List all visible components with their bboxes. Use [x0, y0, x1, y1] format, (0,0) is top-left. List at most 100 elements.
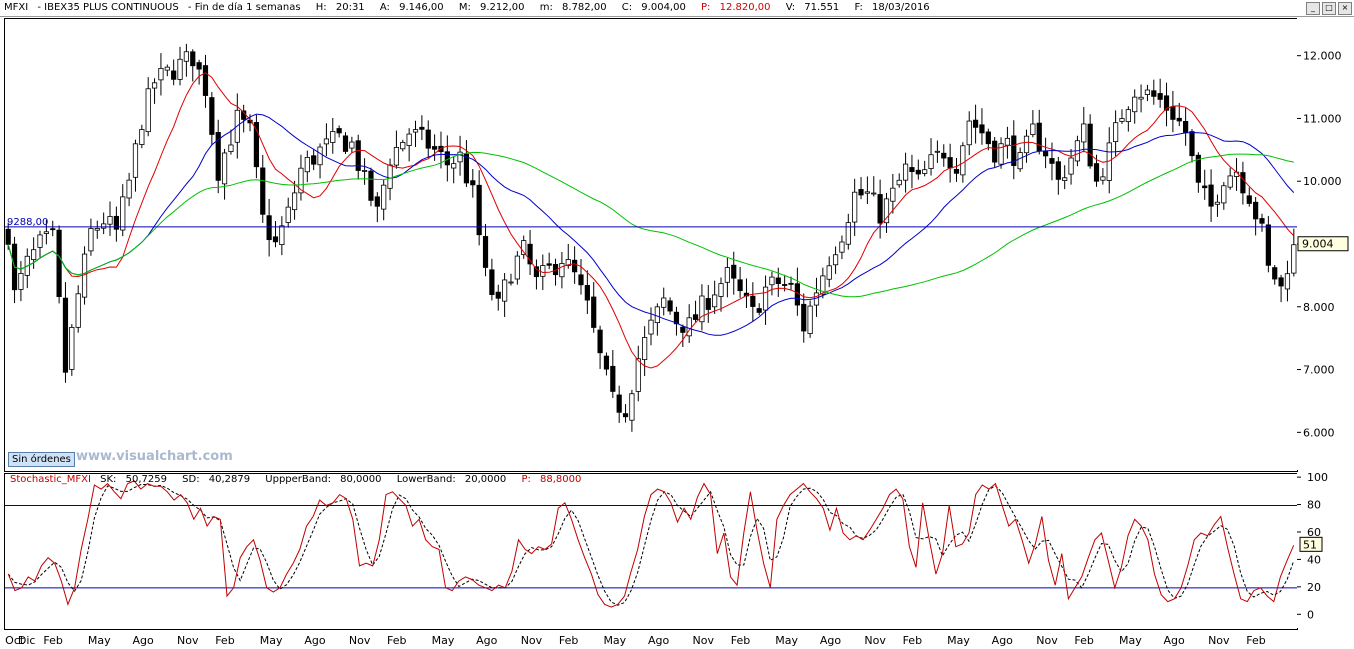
candle-body: [813, 292, 820, 306]
candle-body: [782, 284, 788, 286]
candle-body: [731, 264, 737, 279]
candle-body: [737, 279, 743, 292]
time-axis-label: Ago: [648, 634, 670, 647]
candle-body: [304, 157, 310, 173]
candle-body: [425, 129, 431, 149]
quote-header: MFXI - IBEX35 PLUS CONTINUOUS - Fin de d…: [4, 2, 942, 13]
candle-body: [190, 51, 196, 67]
candle-body: [584, 284, 590, 301]
candle-body: [1214, 201, 1221, 205]
candle-body: [1125, 109, 1131, 123]
orders-button[interactable]: Sin órdenes: [8, 452, 75, 467]
candle-body: [361, 170, 368, 172]
candle-body: [69, 327, 75, 370]
candle-body: [788, 282, 794, 285]
stochastic-svg[interactable]: [5, 474, 1297, 629]
restore-button[interactable]: □: [1322, 2, 1336, 15]
price-chart-area[interactable]: 9288,00: [4, 18, 1298, 472]
time-axis-label: Ago: [991, 634, 1013, 647]
time-axis-label: Dic: [17, 634, 36, 647]
sd-field: SD: 40,2879: [182, 474, 251, 485]
close-button[interactable]: ×: [1338, 2, 1352, 15]
symbol-name: MFXI - IBEX35 PLUS CONTINUOUS - Fin de d…: [4, 2, 301, 13]
candle-body: [527, 243, 533, 265]
candle-body: [852, 191, 858, 223]
candle-body: [1100, 176, 1106, 181]
stochastic-last-tag-box: [1299, 536, 1323, 552]
candle-body: [1017, 152, 1023, 170]
candle-body: [514, 255, 520, 280]
candle-body: [832, 254, 839, 266]
price-axis: 6.0007.0008.0009.00010.00011.00012.0009.…: [1297, 18, 1352, 470]
candle-body: [400, 142, 406, 150]
candle-body: [177, 58, 183, 80]
candle-body: [482, 236, 489, 268]
candle-body: [642, 337, 648, 361]
time-axis-label: Ago: [132, 634, 154, 647]
candle-body: [1049, 158, 1055, 164]
time-axis-label: Ago: [476, 634, 498, 647]
candle-body: [1036, 122, 1042, 152]
candle-body: [88, 228, 94, 252]
candle-body: [654, 306, 660, 324]
candle-body: [1087, 123, 1093, 167]
candle-body: [1265, 224, 1271, 266]
time-axis-label: May: [947, 634, 970, 647]
candle-body: [692, 314, 699, 320]
time-axis-label: Feb: [1074, 634, 1094, 647]
stoch-tick-label: 20: [1307, 581, 1321, 594]
candle-body: [794, 283, 800, 306]
time-axis-label: Feb: [902, 634, 923, 647]
candle-body: [1062, 177, 1068, 181]
candle-body: [864, 191, 870, 194]
stoch-tick-label: 100: [1307, 473, 1328, 484]
candle-body: [1221, 185, 1227, 204]
candle-body: [1113, 122, 1119, 143]
candle-body: [718, 283, 724, 297]
candle-body: [801, 303, 807, 332]
candle-body: [298, 167, 304, 194]
candle-body: [610, 365, 616, 392]
candle-body: [1253, 201, 1259, 220]
candle-body: [202, 65, 209, 96]
stochastic-axis-svg: 0 20 40 60 80 100 51: [1297, 471, 1328, 621]
candle-body: [1138, 96, 1144, 100]
candle-body: [132, 143, 139, 178]
candle-body: [1278, 277, 1284, 287]
time-axis-label: Ago: [1163, 634, 1185, 647]
candle-body: [953, 168, 960, 174]
candle-body: [667, 300, 673, 312]
stochastic-last-tag: 51: [1303, 538, 1317, 551]
time-axis-label: Feb: [558, 634, 579, 647]
time-axis-label: Ago: [819, 634, 842, 647]
candle-body: [648, 319, 654, 335]
candle-body: [349, 141, 355, 149]
candle-body: [196, 62, 202, 70]
candle-body: [947, 157, 953, 169]
candle-body: [769, 276, 775, 286]
candle-body: [183, 51, 189, 62]
time-axis-label: Ago: [304, 634, 326, 647]
candle-body: [126, 179, 132, 199]
candle-body: [37, 234, 43, 248]
candle-body: [451, 163, 457, 169]
candles: [5, 43, 1297, 432]
time-axis-label: Feb: [387, 634, 407, 647]
price-chart-svg[interactable]: 9288,00: [5, 19, 1297, 471]
minimize-button[interactable]: _: [1306, 2, 1320, 15]
candle-body: [1132, 96, 1138, 113]
candle-body: [355, 140, 361, 171]
candle-body: [1023, 135, 1030, 154]
candle-body: [546, 263, 552, 266]
time-axis-label: Feb: [730, 634, 751, 647]
candle-body: [463, 153, 470, 184]
watermark: www.visualchart.com: [76, 449, 233, 464]
sk-field: SK: 50,7259: [100, 474, 167, 485]
candle-body: [603, 355, 610, 370]
candle-body: [1189, 131, 1195, 157]
stochastic-panel[interactable]: [4, 473, 1298, 630]
candle-body: [572, 259, 578, 273]
candle-body: [1043, 150, 1049, 157]
candle-body: [330, 131, 336, 143]
candle-body: [877, 194, 883, 224]
